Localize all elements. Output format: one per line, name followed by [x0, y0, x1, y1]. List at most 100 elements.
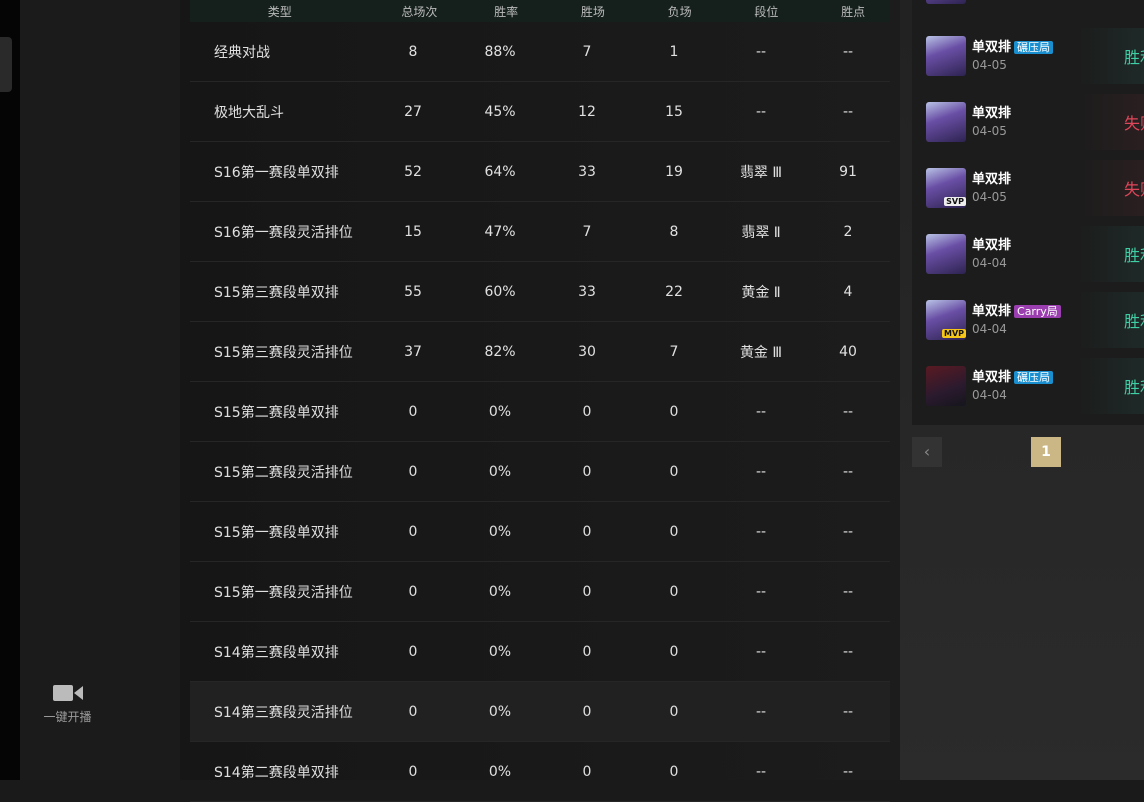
table-cell: 88%	[484, 43, 516, 60]
table-cell: S14第三赛段单双排	[214, 644, 339, 661]
table-cell: 翡翠 Ⅱ	[741, 224, 781, 241]
table-cell: --	[842, 523, 854, 540]
table-row[interactable]: S14第三赛段灵活排位 0 0% 0 0 -- --	[190, 682, 890, 742]
column-header: 总场次	[401, 4, 438, 19]
table-cell: S15第二赛段灵活排位	[214, 464, 353, 481]
column-header: 类型	[267, 4, 292, 19]
table-cell: --	[755, 103, 767, 120]
table-cell: 12	[578, 103, 596, 120]
table-header: 类型 总场次 胜率 胜场 负场 段位 胜点	[190, 0, 890, 22]
table-row[interactable]: S16第一赛段单双排 52 64% 33 19 翡翠 Ⅲ 91	[190, 142, 890, 202]
table-cell: 0%	[488, 523, 512, 540]
video-camera-icon	[52, 685, 83, 701]
table-cell: 极地大乱斗	[214, 104, 284, 121]
table-cell: 0	[582, 763, 592, 780]
table-cell: 0%	[488, 703, 512, 720]
match-title: 单双排 Carry局	[972, 300, 1061, 319]
match-result: 胜利	[1078, 226, 1144, 282]
table-cell: 翡翠 Ⅲ	[739, 164, 783, 181]
table-row[interactable]: 极地大乱斗 27 45% 12 15 -- --	[190, 82, 890, 142]
table-cell: 0%	[488, 463, 512, 480]
table-row[interactable]: S15第二赛段单双排 0 0% 0 0 -- --	[190, 382, 890, 442]
table-cell: 82%	[484, 343, 516, 360]
match-item[interactable]: 单双排 04-04 胜利	[912, 226, 1144, 290]
champion-avatar: SVP	[926, 168, 966, 208]
table-cell: --	[842, 643, 854, 660]
table-cell: 91	[839, 163, 857, 180]
champion-avatar	[926, 36, 966, 76]
table-cell: 0	[669, 643, 679, 660]
table-cell: 33	[578, 283, 596, 300]
table-cell: --	[755, 703, 767, 720]
table-cell: 0	[582, 643, 592, 660]
match-title: 单双排	[972, 234, 1011, 253]
table-cell: --	[755, 43, 767, 60]
prev-page-button[interactable]: ‹	[912, 437, 942, 467]
match-tag: 碾压局	[1014, 41, 1054, 54]
table-cell: 0	[408, 583, 418, 600]
match-mode: 单双排	[972, 238, 1012, 253]
match-date: 04-05	[972, 58, 1007, 72]
table-row[interactable]: S16第一赛段灵活排位 15 47% 7 8 翡翠 Ⅱ 2	[190, 202, 890, 262]
match-result: 胜利	[1078, 28, 1144, 84]
match-result: 失败	[1078, 160, 1144, 216]
collapse-tab[interactable]	[0, 37, 12, 92]
table-cell: 0%	[488, 583, 512, 600]
match-item[interactable]: 单双排 04-05 失败	[912, 94, 1144, 158]
table-cell: --	[755, 463, 767, 480]
match-mode: 单双排	[972, 106, 1012, 121]
match-mode: 单双排	[972, 40, 1012, 55]
table-cell: 45%	[484, 103, 516, 120]
window-edge	[0, 0, 20, 780]
table-cell: 0	[408, 403, 418, 420]
match-date: 04-05	[972, 124, 1007, 138]
match-result: 失败	[1078, 94, 1144, 150]
match-date: 04-04	[972, 256, 1007, 270]
table-cell: 15	[404, 223, 422, 240]
table-row[interactable]: S15第三赛段单双排 55 60% 33 22 黄金 Ⅱ 4	[190, 262, 890, 322]
page-1-button[interactable]: 1	[1031, 437, 1061, 467]
table-cell: 22	[665, 283, 683, 300]
table-cell: --	[842, 103, 854, 120]
table-cell: 4	[843, 283, 853, 300]
table-cell: --	[842, 403, 854, 420]
table-row[interactable]: S15第二赛段灵活排位 0 0% 0 0 -- --	[190, 442, 890, 502]
match-result: 胜利	[1078, 292, 1144, 348]
table-cell: 0	[582, 583, 592, 600]
table-cell: 15	[665, 103, 683, 120]
table-row[interactable]: S15第一赛段单双排 0 0% 0 0 -- --	[190, 502, 890, 562]
column-header: 胜场	[580, 4, 605, 19]
table-cell: 0	[408, 643, 418, 660]
table-cell: --	[755, 403, 767, 420]
match-tag: Carry局	[1014, 305, 1061, 318]
go-live-label: 一键开播	[43, 710, 92, 724]
table-cell: 0	[582, 523, 592, 540]
match-title: 单双排	[972, 168, 1011, 187]
table-cell: 0	[582, 703, 592, 720]
table-cell: 27	[404, 103, 422, 120]
table-row[interactable]: S15第一赛段灵活排位 0 0% 0 0 -- --	[190, 562, 890, 622]
table-cell: 0	[669, 403, 679, 420]
match-item-partial[interactable]: 04-05	[912, 0, 1144, 20]
table-cell: 7	[582, 43, 592, 60]
match-item[interactable]: SVP 单双排 04-05 失败	[912, 160, 1144, 224]
table-row[interactable]: S14第三赛段单双排 0 0% 0 0 -- --	[190, 622, 890, 682]
column-header: 胜率	[494, 4, 519, 19]
table-row[interactable]: S14第二赛段单双排 0 0% 0 0 -- --	[190, 742, 890, 802]
table-row[interactable]: 经典对战 8 88% 7 1 -- --	[190, 22, 890, 82]
table-cell: 1	[669, 43, 679, 60]
table-cell: --	[842, 583, 854, 600]
table-row[interactable]: S15第三赛段灵活排位 37 82% 30 7 黄金 Ⅲ 40	[190, 322, 890, 382]
champion-avatar	[926, 366, 966, 406]
go-live-button[interactable]: 一键开播	[30, 684, 105, 725]
table-cell: 2	[843, 223, 853, 240]
table-cell: 37	[404, 343, 422, 360]
table-cell: S16第一赛段单双排	[214, 164, 339, 181]
table-cell: 0	[582, 403, 592, 420]
match-title: 单双排 碾压局	[972, 36, 1054, 55]
